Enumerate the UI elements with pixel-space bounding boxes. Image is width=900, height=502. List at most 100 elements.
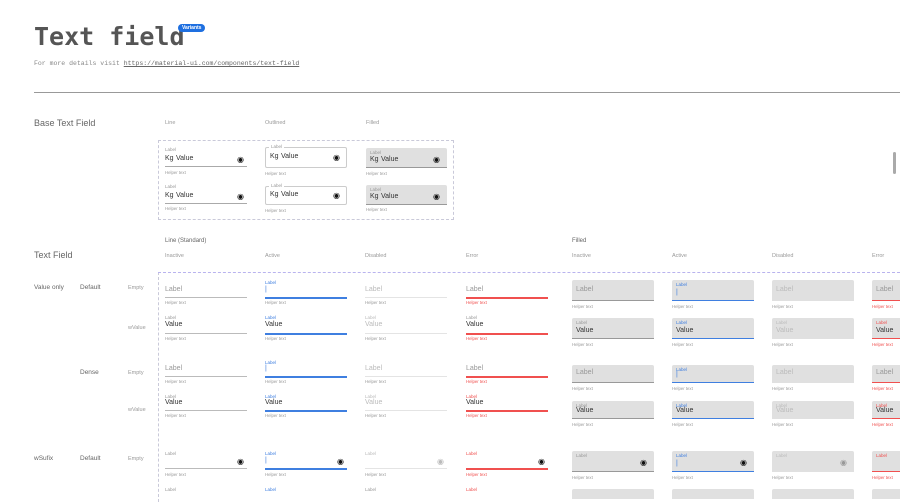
filled-field-error[interactable] [872, 401, 900, 419]
divider [34, 92, 900, 93]
line-field-active[interactable] [265, 279, 347, 299]
eye-icon[interactable]: ◉ [740, 457, 747, 467]
filled-field-inactive[interactable] [572, 365, 654, 383]
eye-icon[interactable]: ◉ [437, 457, 444, 466]
field-helper: Helper text [672, 422, 693, 427]
eye-icon[interactable]: ◉ [237, 457, 244, 466]
field-prefix: Kg [370, 156, 379, 163]
field-helper: Helper text [872, 304, 893, 309]
eye-icon[interactable]: ◉ [337, 457, 344, 466]
field-label: Label [265, 315, 277, 320]
eye-icon[interactable]: ◉ [538, 457, 545, 466]
field-label: Label [365, 315, 377, 320]
field-label: Label [370, 150, 382, 155]
field-value: Value [381, 156, 399, 163]
field-value: Value [876, 407, 894, 414]
field-placeholder: Label [776, 285, 794, 293]
state-header-line: Inactive [165, 253, 184, 259]
field-value: Value [165, 321, 183, 328]
eye-icon[interactable]: ◉ [333, 190, 340, 200]
field-placeholder: Label [576, 285, 594, 293]
row-wvalue: wValue [128, 325, 146, 331]
field-value: Value [676, 407, 694, 414]
field-placeholder: Label [165, 365, 183, 372]
filled-field-disabled [772, 489, 854, 499]
field-underline [265, 468, 347, 470]
line-field-disabled [365, 450, 447, 470]
field-helper: Helper text [772, 475, 793, 480]
text-cursor: | [265, 457, 267, 464]
field-prefix: Kg [270, 152, 279, 160]
field-underline [466, 410, 548, 412]
eye-icon[interactable]: ◉ [237, 192, 244, 201]
line-field-inactive[interactable] [165, 450, 247, 470]
field-label: Label [165, 184, 177, 189]
field-helper: Helper text [265, 379, 286, 384]
field-prefix: Kg [165, 192, 174, 199]
field-helper: Helper text [366, 207, 387, 212]
base-col-outlined: Outlined [265, 120, 286, 126]
eye-icon[interactable]: ◉ [640, 457, 647, 467]
field-label: Label [676, 320, 688, 325]
field-value: Value [365, 321, 383, 328]
line-field-error[interactable] [466, 450, 548, 470]
field-underline [265, 376, 347, 378]
field-underline [165, 376, 247, 377]
filled-field-inactive[interactable] [572, 280, 654, 301]
scrollbar[interactable] [893, 152, 896, 174]
field-placeholder: Label [165, 286, 183, 293]
field-underline [165, 166, 247, 167]
base-outlined-field[interactable] [265, 147, 347, 168]
field-value: Value [265, 399, 283, 406]
field-value: Value [776, 327, 794, 334]
filled-field-error[interactable] [872, 365, 900, 383]
details-link[interactable]: https://material-ui.com/components/text-… [123, 60, 300, 67]
field-value: Value [576, 407, 594, 414]
filled-field-error[interactable] [872, 451, 900, 472]
field-label: Label [576, 320, 588, 325]
field-helper: Helper text [265, 413, 286, 418]
state-header-filled: Disabled [772, 253, 794, 259]
filled-field-inactive[interactable] [572, 489, 654, 499]
field-value: Value [165, 399, 183, 406]
field-underline [466, 468, 548, 470]
state-header-line: Disabled [365, 253, 387, 259]
filled-field-error[interactable] [872, 318, 900, 339]
field-label: Label [165, 451, 177, 456]
field-label: Label [265, 280, 277, 285]
eye-icon[interactable]: ◉ [237, 155, 244, 164]
filled-field-active[interactable] [672, 365, 754, 383]
field-value: Value [676, 327, 694, 334]
base-filled-field[interactable] [366, 148, 447, 168]
field-underline [265, 410, 347, 412]
filled-field-active[interactable] [672, 318, 754, 339]
eye-icon[interactable]: ◉ [433, 192, 440, 201]
filled-field-active[interactable] [672, 280, 754, 301]
field-label: Label [466, 487, 478, 492]
line-field-active[interactable] [265, 450, 347, 470]
eye-icon[interactable]: ◉ [433, 155, 440, 164]
filled-field-active[interactable] [672, 401, 754, 419]
filled-field-error[interactable] [872, 489, 900, 499]
field-label: Label [265, 394, 277, 399]
field-helper: Helper text [466, 413, 487, 418]
filled-field-inactive[interactable] [572, 401, 654, 419]
eye-icon[interactable]: ◉ [840, 457, 847, 467]
base-outlined-field[interactable] [265, 186, 347, 205]
field-helper: Helper text [772, 386, 793, 391]
filled-field-inactive[interactable] [572, 318, 654, 339]
field-label: Label [165, 315, 177, 320]
field-value: Value [776, 407, 794, 414]
field-label: Label [576, 403, 588, 408]
eye-icon[interactable]: ◉ [333, 152, 340, 162]
filled-field-error[interactable] [872, 280, 900, 301]
field-underline [265, 333, 347, 335]
filled-field-disabled [772, 280, 854, 301]
filled-field-inactive[interactable] [572, 451, 654, 472]
field-helper: Helper text [872, 342, 893, 347]
field-placeholder: Label [876, 285, 894, 293]
filled-field-active[interactable] [672, 451, 754, 472]
base-filled-field[interactable] [366, 185, 447, 205]
filled-field-active[interactable] [672, 489, 754, 499]
row-empty-dense: Empty [128, 370, 144, 376]
